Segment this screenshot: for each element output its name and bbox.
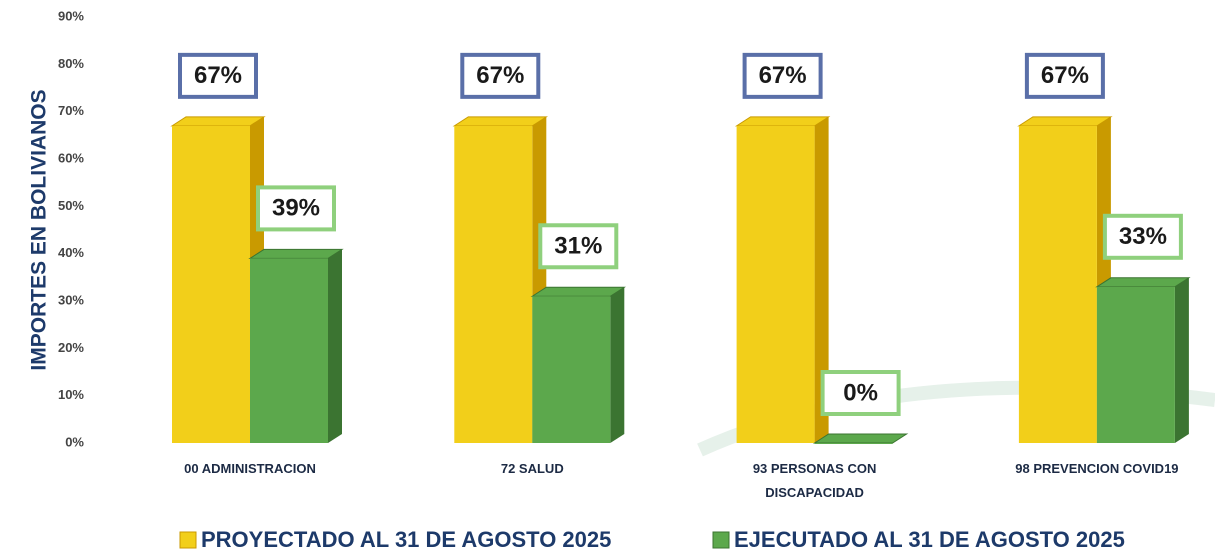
bar-top	[812, 433, 909, 444]
value-label: 67%	[759, 62, 807, 89]
value-label: 67%	[194, 62, 242, 89]
bar	[1096, 286, 1175, 443]
y-tick-label: 20%	[58, 340, 84, 355]
x-tick-label: 93 PERSONAS CON DISCAPACIDAD	[753, 461, 877, 500]
x-tick-label: 00 ADMINISTRACION	[184, 461, 316, 476]
legend-label: PROYECTADO AL 31 DE AGOSTO 2025	[201, 527, 611, 552]
y-tick-label: 70%	[58, 103, 84, 118]
y-tick-label: 40%	[58, 245, 84, 260]
bar	[454, 125, 533, 443]
value-label-box	[538, 223, 619, 270]
y-tick-label: 80%	[58, 56, 84, 71]
value-label: 67%	[476, 62, 524, 89]
legend-label: EJECUTADO AL 31 DE AGOSTO 2025	[734, 527, 1125, 552]
y-tick-label: 0%	[65, 434, 84, 449]
value-label: 0%	[843, 379, 878, 406]
value-label-box	[178, 52, 258, 99]
bar	[532, 296, 611, 443]
bar	[1018, 125, 1097, 443]
y-axis-label: IMPORTES EN BOLIVIANOS	[28, 89, 51, 370]
value-label: 33%	[1119, 223, 1167, 250]
y-tick-label: 10%	[58, 387, 84, 402]
bar-top	[530, 286, 627, 297]
bar-top	[1017, 116, 1113, 127]
bar-top	[452, 116, 549, 127]
bar-top	[170, 116, 266, 127]
bar	[250, 258, 328, 443]
bar-side	[610, 287, 625, 443]
bar	[172, 125, 250, 443]
legend-swatch	[712, 531, 730, 549]
value-label: 31%	[554, 233, 602, 260]
y-tick-label: 30%	[58, 292, 84, 307]
bar	[736, 125, 815, 443]
bar-top	[1095, 277, 1191, 288]
bar-top	[734, 116, 831, 127]
bar-top	[248, 248, 344, 259]
x-tick-label: 72 SALUD	[501, 461, 564, 476]
value-label-box	[1024, 52, 1105, 99]
y-tick-label: 90%	[58, 8, 84, 23]
bar-side	[1174, 277, 1189, 443]
value-label-box	[460, 52, 541, 99]
legend-swatch	[179, 531, 197, 549]
value-label-box	[256, 185, 336, 232]
value-label: 67%	[1041, 62, 1089, 89]
x-tick-label: 98 PREVENCION COVID19	[1015, 461, 1178, 476]
value-label-box	[742, 52, 823, 99]
value-label-box	[1102, 213, 1183, 260]
bar-side	[814, 116, 829, 443]
bar	[814, 443, 893, 444]
y-tick-label: 50%	[58, 198, 84, 213]
value-label: 39%	[272, 195, 320, 222]
bar-side	[328, 249, 342, 443]
value-label-box	[820, 370, 901, 416]
y-tick-label: 60%	[58, 150, 84, 165]
